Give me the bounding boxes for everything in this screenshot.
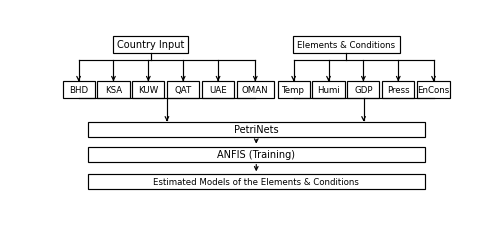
FancyBboxPatch shape	[348, 82, 380, 99]
Text: PetriNets: PetriNets	[234, 125, 278, 134]
Text: Estimated Models of the Elements & Conditions: Estimated Models of the Elements & Condi…	[154, 178, 359, 186]
FancyBboxPatch shape	[167, 82, 200, 99]
Text: Humi: Humi	[317, 86, 340, 95]
Text: Country Input: Country Input	[117, 40, 184, 50]
FancyBboxPatch shape	[312, 82, 344, 99]
FancyBboxPatch shape	[88, 122, 425, 137]
FancyBboxPatch shape	[278, 82, 310, 99]
Text: OMAN: OMAN	[242, 86, 268, 95]
Text: BHD: BHD	[69, 86, 88, 95]
FancyBboxPatch shape	[98, 82, 130, 99]
FancyBboxPatch shape	[382, 82, 414, 99]
FancyBboxPatch shape	[88, 147, 425, 162]
FancyBboxPatch shape	[417, 82, 450, 99]
Text: UAE: UAE	[209, 86, 227, 95]
FancyBboxPatch shape	[113, 37, 188, 54]
Text: Temp: Temp	[282, 86, 305, 95]
Text: Press: Press	[387, 86, 409, 95]
FancyBboxPatch shape	[88, 174, 425, 190]
Text: Elements & Conditions: Elements & Conditions	[298, 41, 396, 49]
FancyBboxPatch shape	[202, 82, 234, 99]
Text: KUW: KUW	[138, 86, 158, 95]
FancyBboxPatch shape	[293, 37, 400, 54]
FancyBboxPatch shape	[237, 82, 274, 99]
FancyBboxPatch shape	[132, 82, 164, 99]
FancyBboxPatch shape	[62, 82, 94, 99]
Text: QAT: QAT	[174, 86, 192, 95]
Text: GDP: GDP	[354, 86, 372, 95]
Text: EnCons: EnCons	[418, 86, 450, 95]
Text: KSA: KSA	[105, 86, 122, 95]
Text: ANFIS (Training): ANFIS (Training)	[217, 149, 295, 159]
